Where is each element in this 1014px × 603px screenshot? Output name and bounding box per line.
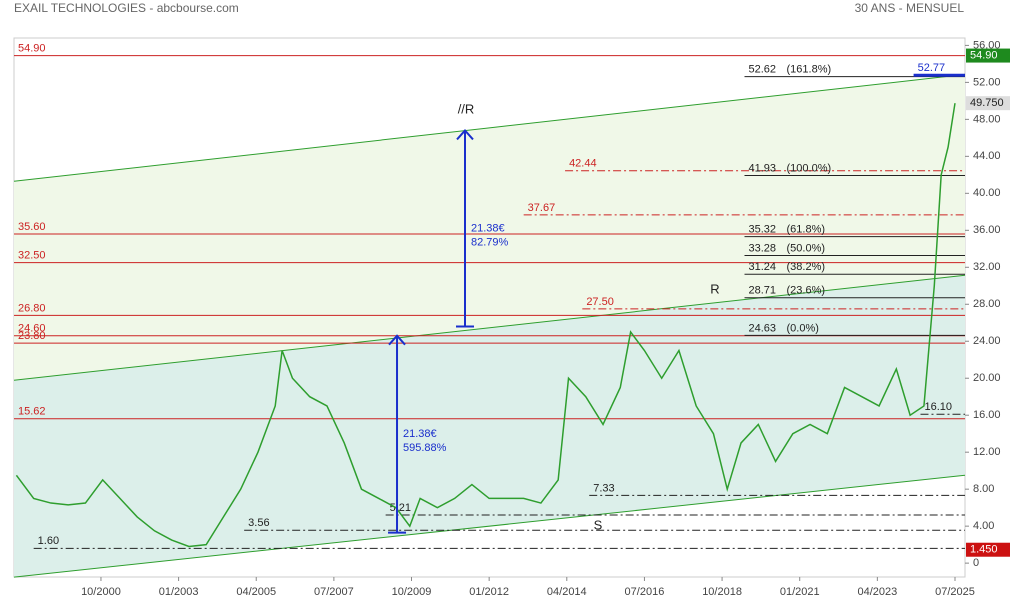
x-tick-label: 01/2012 [469, 586, 509, 598]
level-label: 1.60 [38, 535, 59, 547]
x-tick-label: 10/2009 [392, 586, 432, 598]
annotation-text: R [710, 281, 719, 296]
y-tick-label: 48.00 [973, 113, 1001, 125]
arrow-head [388, 334, 406, 346]
level-label: 23.80 [18, 330, 46, 342]
level-label: 3.56 [248, 517, 269, 529]
chart-title: EXAIL TECHNOLOGIES - abcbourse.com [14, 1, 239, 15]
level-label: 15.62 [18, 406, 46, 418]
y-tick-label: 20.00 [973, 372, 1001, 384]
y-tick-label: 32.00 [973, 261, 1001, 273]
level-label: 28.71 [749, 285, 777, 297]
chart-subtitle: 30 ANS - MENSUEL [855, 1, 965, 15]
level-label: 31.24 [749, 261, 777, 273]
level-label: 42.44 [569, 158, 597, 170]
arrow-label: 21.38€ [471, 222, 505, 234]
arrow-label: 82.79% [471, 236, 509, 248]
level-note: (161.8%) [787, 64, 832, 76]
y-tick-label: 52.00 [973, 76, 1001, 88]
level-label: 37.67 [528, 202, 556, 214]
level-note: (61.8%) [787, 223, 826, 235]
channel-line [13, 274, 966, 381]
price-tag [966, 96, 1010, 111]
level-label: 52.62 [749, 64, 777, 76]
level-label: 16.10 [924, 401, 952, 413]
level-note: (100.0%) [787, 162, 832, 174]
x-tick-label: 04/2014 [547, 586, 587, 598]
arrow-head [456, 128, 474, 141]
arrow-label: 595.88% [403, 442, 447, 454]
y-tick-label: 28.00 [973, 298, 1001, 310]
level-label: 35.32 [749, 223, 777, 235]
level-label: 32.50 [18, 250, 46, 262]
x-tick-label: 04/2023 [857, 586, 897, 598]
y-tick-label: 4.00 [973, 520, 994, 532]
annotation-text: S [594, 517, 603, 532]
y-tick-label: 16.00 [973, 409, 1001, 421]
level-label: 54.90 [18, 42, 46, 54]
level-label: 24.60 [18, 323, 46, 335]
level-label: 26.80 [18, 302, 46, 314]
x-tick-label: 07/2025 [935, 586, 975, 598]
y-tick-label: 24.00 [973, 335, 1001, 347]
level-label: 35.60 [18, 221, 46, 233]
level-note: (0.0%) [787, 322, 819, 334]
channel-line [13, 474, 966, 578]
annotation-text: //R [458, 101, 475, 116]
x-tick-label: 10/2018 [702, 586, 742, 598]
price-tag [966, 542, 1010, 557]
y-tick-label: 44.00 [973, 150, 1001, 162]
price-tag-label: 1.450 [970, 544, 998, 556]
y-tick-label: 36.00 [973, 224, 1001, 236]
level-label: 24.63 [749, 322, 777, 334]
x-tick-label: 04/2005 [236, 586, 276, 598]
price-tag-label: 49.750 [970, 97, 1004, 109]
price-line [15, 103, 956, 548]
y-tick-label: 8.00 [973, 483, 994, 495]
price-tag-label: 54.90 [970, 49, 998, 61]
level-label: 33.28 [749, 242, 777, 254]
x-tick-label: 07/2016 [625, 586, 665, 598]
level-label: 7.33 [593, 482, 614, 494]
level-note: (38.2%) [787, 261, 826, 273]
level-note: (23.6%) [787, 285, 826, 297]
level-label: 27.50 [586, 296, 614, 308]
y-tick-label: 0 [973, 557, 979, 569]
level-label: 52.77 [918, 62, 946, 74]
price-tag [966, 48, 1010, 63]
channel-line [13, 73, 966, 182]
x-tick-label: 01/2021 [780, 586, 820, 598]
level-note: (50.0%) [787, 242, 826, 254]
channel-fill [14, 275, 965, 578]
x-tick-label: 01/2003 [159, 586, 199, 598]
level-label: 5.21 [390, 502, 411, 514]
y-tick-label: 40.00 [973, 187, 1001, 199]
y-tick-label: 56.00 [973, 39, 1001, 51]
x-tick-label: 10/2000 [81, 586, 121, 598]
x-tick-label: 07/2007 [314, 586, 354, 598]
y-tick-label: 12.00 [973, 446, 1001, 458]
channel-fill [14, 74, 965, 381]
arrow-label: 21.38€ [403, 428, 437, 440]
level-label: 41.93 [749, 162, 777, 174]
